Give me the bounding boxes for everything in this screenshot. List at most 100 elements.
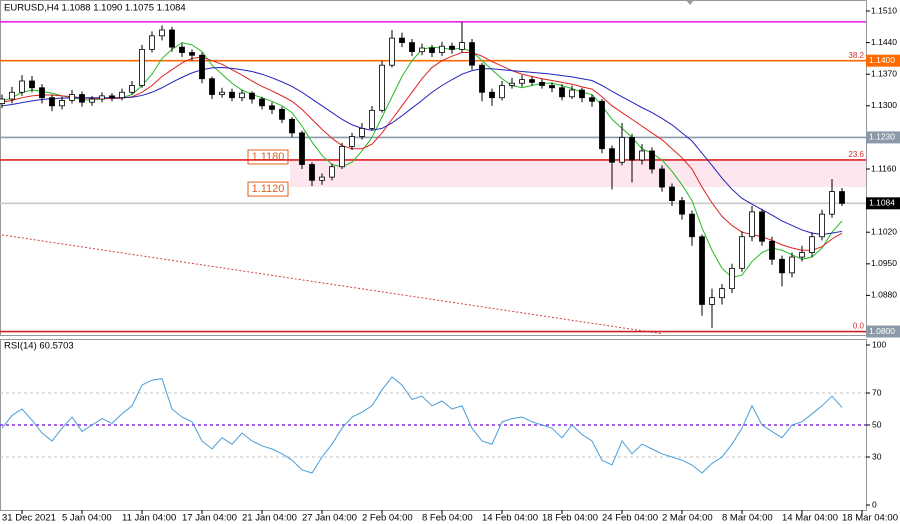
candle-body — [679, 200, 685, 215]
candle-body — [509, 82, 515, 86]
y-tick-label: 70 — [872, 387, 882, 397]
y-tick-label: 30 — [872, 451, 882, 461]
candle-body — [689, 213, 695, 238]
candle-body — [639, 150, 645, 161]
zone-label: 1.1180 — [252, 151, 285, 163]
candle-body — [569, 89, 575, 98]
candle-body — [399, 37, 405, 44]
candle-body — [539, 81, 545, 86]
x-tick-label: 17 Jan 04:00 — [182, 513, 237, 524]
candle-body — [189, 52, 195, 56]
candle-body — [209, 78, 215, 95]
candle-body — [789, 256, 795, 274]
candle-body — [529, 79, 535, 83]
price-marker-label: 1.1400 — [869, 55, 895, 65]
y-tick-label: 1.0950 — [871, 258, 897, 268]
candle-body — [269, 105, 275, 110]
candle-body — [389, 37, 395, 66]
zone-label-box — [247, 181, 289, 197]
candle-body — [669, 186, 675, 202]
candle-body — [759, 211, 765, 242]
candle-body — [649, 150, 655, 170]
candle-body — [319, 176, 325, 181]
candle-body — [259, 98, 265, 107]
trend-line — [1, 234, 663, 335]
candle-body — [839, 191, 845, 204]
candle-body — [299, 132, 305, 165]
y-tick-label: 1.1160 — [871, 163, 897, 173]
x-tick-label: 18 Mar 04:00 — [842, 513, 898, 524]
price-marker — [866, 131, 900, 144]
candle-body — [419, 47, 425, 53]
plot-layer: 1.1180 1.1120 38.2 23.6 0.0 1.1510 1.1440 1.137… — [0, 5, 900, 524]
candle-body — [459, 42, 465, 50]
candle-body — [229, 91, 235, 99]
candle-body — [549, 85, 555, 89]
x-tick-label: 2 Feb 04:00 — [362, 513, 413, 524]
candle-body — [799, 252, 805, 258]
price-marker — [866, 325, 900, 338]
fib-label: 38.2 — [848, 51, 864, 60]
candle-body — [479, 64, 485, 93]
candle-body — [369, 109, 375, 129]
candle-body — [329, 166, 335, 178]
candle-body — [199, 54, 205, 80]
candle-body — [279, 109, 285, 120]
price-marker-label: 1.1084 — [869, 198, 895, 208]
y-tick-label: 1.1020 — [871, 226, 897, 236]
candle-body — [139, 48, 145, 86]
candle-body — [829, 191, 835, 215]
candle-body — [699, 236, 705, 305]
x-tick-label: 11 Jan 04:00 — [122, 513, 176, 524]
candle-body — [109, 95, 115, 99]
candle-body — [429, 47, 435, 53]
candle-body — [79, 94, 85, 103]
candle-body — [819, 213, 825, 238]
candle-body — [179, 46, 185, 53]
candle-body — [409, 42, 415, 53]
candle-body — [739, 236, 745, 269]
candle-body — [119, 91, 125, 99]
fib-label: 23.6 — [848, 150, 864, 159]
rsi-title: RSI(14) 60.5703 — [4, 341, 74, 352]
rsi-line — [1, 376, 843, 474]
candle-body — [349, 136, 355, 147]
zone-label: 1.1120 — [252, 183, 285, 195]
candle-body — [249, 92, 255, 100]
candle-body — [809, 236, 815, 253]
candle-body — [499, 85, 505, 99]
candle-body — [779, 258, 785, 274]
candle-body — [69, 94, 75, 101]
candle-body — [89, 98, 95, 103]
shift-marker — [686, 0, 694, 5]
y-tick-label: 1.0880 — [871, 290, 897, 300]
candle-body — [729, 267, 735, 290]
y-tick-label: 1.1370 — [871, 68, 897, 78]
x-tick-label: 24 Feb 04:00 — [602, 513, 658, 524]
x-tick-label: 18 Feb 04:00 — [542, 513, 598, 524]
candle-body — [0, 98, 5, 104]
price-marker — [866, 54, 900, 67]
candle-body — [39, 87, 45, 99]
x-tick-label: 27 Jan 04:00 — [302, 513, 357, 524]
x-tick-label: 14 Feb 04:00 — [482, 513, 538, 524]
price-marker-label: 1.1230 — [869, 132, 895, 142]
candle-body — [469, 42, 475, 66]
fib-label: 0.0 — [853, 322, 865, 331]
candle-body — [589, 97, 595, 102]
candle-body — [629, 137, 635, 161]
candle-body — [219, 91, 225, 95]
candle-body — [129, 85, 135, 93]
x-tick-label: 8 Mar 04:00 — [722, 513, 773, 524]
candle-body — [59, 99, 65, 107]
candle-body — [289, 118, 295, 134]
candle-body — [379, 64, 385, 111]
candle-body — [449, 45, 455, 50]
candle-body — [619, 137, 625, 163]
moving-average — [1, 52, 843, 251]
candle-body — [709, 297, 715, 305]
y-tick-label: 100 — [872, 339, 886, 349]
candle-body — [519, 79, 525, 84]
x-tick-label: 31 Dec 2021 — [2, 513, 56, 524]
price-marker-label: 1.0800 — [869, 326, 895, 336]
